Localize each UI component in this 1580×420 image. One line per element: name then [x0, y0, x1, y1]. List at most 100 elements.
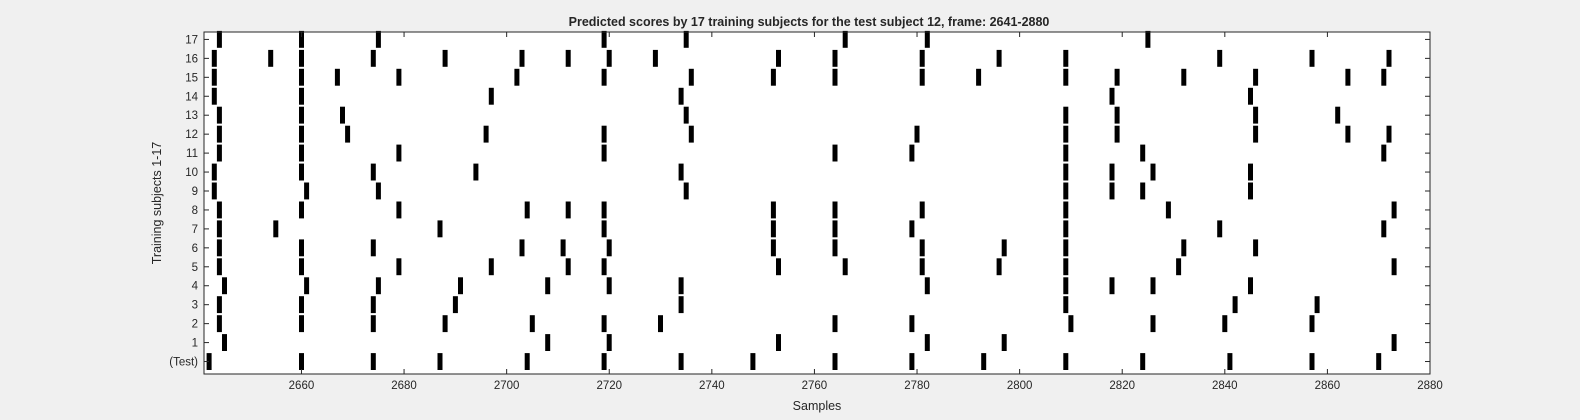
y-tick-label: 10 [185, 167, 198, 179]
event-mark [458, 277, 463, 295]
event-mark [1145, 30, 1151, 48]
raster-row [216, 30, 1151, 48]
y-tick-label: 13 [185, 110, 198, 122]
event-mark [601, 201, 607, 219]
event-mark [601, 144, 607, 162]
x-tick-label: 2820 [1109, 380, 1135, 392]
raster-row [216, 296, 1320, 314]
event-mark [299, 30, 304, 48]
raster-row [216, 239, 1259, 257]
event-mark [601, 353, 607, 370]
event-mark [345, 125, 351, 143]
event-mark [222, 277, 227, 295]
event-mark [299, 106, 304, 124]
event-mark [1232, 296, 1238, 314]
x-tick-label: 2860 [1315, 380, 1341, 392]
event-mark [1386, 49, 1392, 67]
event-mark [1248, 277, 1253, 295]
event-mark [606, 277, 612, 295]
event-mark [919, 258, 925, 276]
y-tick-label: 16 [185, 53, 198, 65]
event-mark [216, 239, 222, 257]
raster-row [222, 277, 1253, 295]
event-mark [560, 239, 566, 257]
event-mark [1063, 277, 1069, 295]
event-mark [299, 87, 304, 105]
event-mark [976, 68, 982, 86]
event-mark [299, 163, 304, 181]
event-mark [924, 277, 930, 295]
y-tick-label: 5 [192, 262, 198, 274]
event-mark [1068, 315, 1074, 333]
event-mark [1391, 258, 1397, 276]
event-mark [1150, 163, 1156, 181]
event-mark [299, 201, 304, 219]
event-mark [842, 258, 848, 276]
event-mark [1063, 201, 1069, 219]
event-mark [601, 30, 607, 48]
event-mark [770, 201, 776, 219]
event-mark [1109, 163, 1115, 181]
event-mark [529, 315, 535, 333]
event-mark [1217, 220, 1223, 238]
event-mark [268, 49, 274, 67]
event-mark [832, 68, 838, 86]
event-mark [770, 239, 776, 257]
event-mark [437, 353, 443, 370]
y-tick-label: 2 [192, 319, 198, 331]
x-tick-label: 2880 [1417, 380, 1443, 392]
event-mark [914, 125, 920, 143]
y-tick-label: 6 [192, 243, 198, 255]
event-mark [1063, 106, 1069, 124]
raster-row [216, 106, 1341, 124]
event-mark [832, 144, 838, 162]
event-mark [1253, 125, 1259, 143]
y-tick-label: 17 [185, 34, 198, 46]
raster-row [211, 163, 1253, 181]
raster-marks [206, 30, 1397, 370]
x-tick-label: 2800 [1007, 380, 1033, 392]
event-mark [1176, 258, 1182, 276]
event-mark [1140, 182, 1146, 200]
event-mark [211, 163, 217, 181]
event-mark [565, 201, 571, 219]
event-mark [370, 49, 376, 67]
chart-title: Predicted scores by 17 training subjects… [569, 15, 1050, 29]
event-mark [1381, 68, 1387, 86]
event-mark [299, 144, 304, 162]
event-mark [452, 296, 458, 314]
x-tick-label: 2740 [699, 380, 725, 392]
event-mark [273, 220, 279, 238]
event-mark [832, 49, 838, 67]
event-mark [1150, 315, 1156, 333]
event-mark [1248, 87, 1253, 105]
event-mark [658, 315, 663, 333]
event-mark [1181, 68, 1187, 86]
event-mark [524, 201, 530, 219]
event-mark [437, 220, 443, 238]
event-mark [1391, 334, 1397, 351]
y-tick-label: 11 [186, 148, 198, 160]
event-mark [1001, 334, 1007, 351]
event-mark [678, 163, 684, 181]
event-mark [683, 182, 689, 200]
event-mark [606, 239, 612, 257]
event-mark [601, 315, 607, 333]
event-mark [519, 49, 525, 67]
raster-row [216, 315, 1315, 333]
event-mark [442, 315, 448, 333]
y-tick-label: 1 [192, 338, 198, 350]
event-mark [1217, 49, 1223, 67]
x-tick-label: 2700 [494, 380, 520, 392]
event-mark [996, 49, 1002, 67]
event-mark [396, 144, 402, 162]
event-mark [1109, 87, 1115, 105]
event-mark [216, 144, 222, 162]
event-mark [1309, 49, 1315, 67]
x-tick-label: 2780 [904, 380, 930, 392]
event-mark [1381, 220, 1387, 238]
x-tick-label: 2760 [802, 380, 828, 392]
event-mark [370, 239, 376, 257]
event-mark [473, 163, 479, 181]
